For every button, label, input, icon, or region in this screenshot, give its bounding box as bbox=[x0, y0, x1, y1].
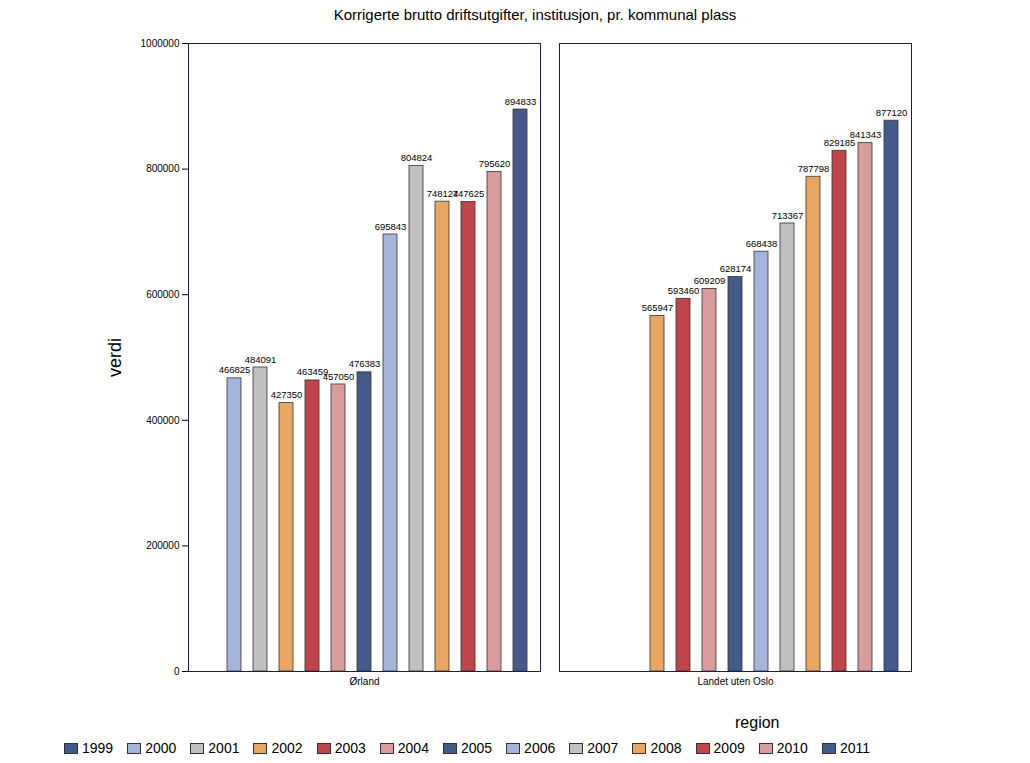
html-text:Korrigerte brutto driftsutgift: Korrigerte brutto driftsutgifter, instit… bbox=[333, 6, 737, 23]
svg-text:804824: 804824 bbox=[401, 152, 433, 163]
svg-text:484091: 484091 bbox=[245, 354, 277, 365]
svg-text:565947: 565947 bbox=[642, 302, 674, 313]
svg-text:787798: 787798 bbox=[798, 163, 830, 174]
html-text:2011: 2011 bbox=[839, 740, 870, 756]
svg-text:795620: 795620 bbox=[479, 158, 511, 169]
svg-text:verdi: verdi bbox=[105, 338, 125, 377]
html-text:2002: 2002 bbox=[271, 740, 303, 756]
svg-text:Ørland: Ørland bbox=[349, 676, 379, 687]
svg-text:841343: 841343 bbox=[850, 129, 882, 140]
html-text:2008: 2008 bbox=[650, 740, 682, 756]
svg-text:200000: 200000 bbox=[146, 540, 180, 551]
html-text:region: region bbox=[735, 714, 780, 731]
svg-text:748124: 748124 bbox=[426, 187, 459, 199]
svg-text:Landet uten Oslo: Landet uten Oslo bbox=[697, 676, 774, 687]
svg-text:427350: 427350 bbox=[271, 389, 303, 400]
svg-text:593460: 593460 bbox=[668, 285, 700, 296]
svg-text:747625: 747625 bbox=[453, 188, 485, 199]
svg-text:713367: 713367 bbox=[772, 210, 804, 221]
html-text:2006: 2006 bbox=[524, 740, 556, 756]
svg-text:894833: 894833 bbox=[505, 96, 537, 107]
svg-text:829185: 829185 bbox=[823, 136, 856, 148]
html-text:2001: 2001 bbox=[208, 740, 240, 756]
html-text:2010: 2010 bbox=[776, 740, 808, 756]
html-text:1999: 1999 bbox=[82, 740, 114, 756]
svg-text:1000000: 1000000 bbox=[141, 38, 180, 49]
html-text:2000: 2000 bbox=[145, 740, 177, 756]
svg-text:800000: 800000 bbox=[146, 163, 180, 174]
html-text:2003: 2003 bbox=[334, 740, 366, 756]
svg-text:628174: 628174 bbox=[720, 263, 752, 274]
html-text:2004: 2004 bbox=[397, 740, 429, 756]
svg-text:463459: 463459 bbox=[296, 366, 329, 378]
html-text:2005: 2005 bbox=[460, 740, 493, 756]
svg-text:0: 0 bbox=[174, 666, 180, 677]
html-text:2009: 2009 bbox=[713, 740, 745, 756]
svg-text:609209: 609209 bbox=[694, 275, 726, 286]
svg-text:668438: 668438 bbox=[746, 238, 778, 249]
svg-text:877120: 877120 bbox=[876, 107, 908, 118]
svg-text:476383: 476383 bbox=[349, 358, 381, 369]
svg-text:400000: 400000 bbox=[146, 415, 180, 426]
html-text:2007: 2007 bbox=[587, 740, 619, 756]
svg-text:466825: 466825 bbox=[219, 364, 251, 375]
svg-text:457050: 457050 bbox=[323, 371, 355, 382]
svg-text:600000: 600000 bbox=[146, 289, 180, 300]
svg-text:695843: 695843 bbox=[375, 221, 407, 232]
